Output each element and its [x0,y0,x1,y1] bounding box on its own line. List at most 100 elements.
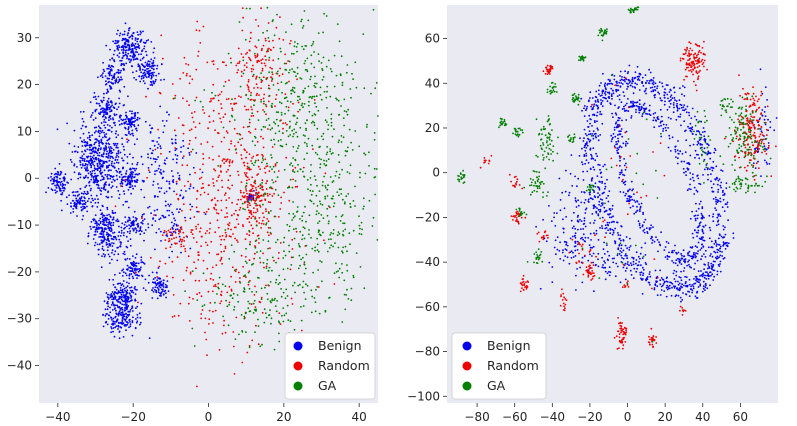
data-point [182,145,185,148]
data-point [231,266,234,269]
data-point [602,202,604,205]
data-point [601,216,604,219]
data-point [265,265,268,268]
data-point [123,313,126,316]
data-point [617,232,619,234]
data-point [577,214,579,217]
data-point [94,214,97,217]
data-point [85,141,87,144]
data-point [83,139,85,141]
data-point [268,47,270,50]
data-point [299,283,301,286]
data-point [217,189,220,192]
data-point [165,247,167,250]
data-point [374,176,377,178]
data-point [219,235,221,238]
data-point [181,157,184,159]
data-point [330,124,333,127]
data-point [243,69,246,71]
data-point [73,204,76,207]
data-point [104,121,107,124]
data-point [115,220,117,222]
data-point [220,140,223,143]
data-point [132,56,135,59]
data-point [108,234,110,237]
data-point [226,158,229,161]
data-point [71,151,74,153]
data-point [102,96,105,99]
data-point [83,177,86,180]
data-point [112,149,115,151]
data-point [272,46,275,49]
data-point [221,283,224,286]
data-point [266,262,268,265]
data-point [754,147,756,150]
data-point [329,206,331,209]
data-point [133,176,135,179]
data-point [250,303,253,305]
data-point [675,274,678,277]
data-point [106,150,109,153]
data-point [118,89,121,92]
data-point [726,206,729,208]
data-point [323,175,325,178]
data-point [111,102,113,104]
data-point [317,53,320,55]
data-point [108,106,110,109]
data-point [106,173,109,176]
data-point [761,114,764,117]
data-point [252,194,255,196]
data-point [45,191,47,194]
data-point [102,61,104,64]
data-point [121,178,123,181]
data-point [148,205,151,208]
data-point [315,213,318,216]
data-point [132,117,135,120]
data-point [342,136,345,139]
data-point [171,234,174,237]
data-point [611,204,614,207]
data-point [227,186,229,189]
data-point [254,240,257,243]
data-point [691,107,694,110]
data-point [224,113,227,116]
data-point [200,295,203,298]
data-point [227,223,229,226]
data-point [760,175,762,178]
data-point [132,134,135,137]
data-point [281,314,283,317]
data-point [102,178,105,181]
data-point [290,23,293,26]
data-point [187,63,190,66]
data-point [277,124,280,127]
data-point [259,257,261,259]
data-point [248,229,251,232]
data-point [128,27,131,29]
data-point [131,269,134,271]
data-point [247,108,250,111]
data-point [103,300,106,303]
data-point [270,322,272,325]
data-point [314,86,317,89]
data-point [86,163,89,166]
data-point [220,238,223,241]
data-point [134,299,137,302]
data-point [697,130,700,132]
data-point [103,149,106,151]
data-point [642,85,645,87]
data-point [285,105,288,108]
data-point [120,64,123,67]
data-point [101,236,104,238]
data-point [131,65,134,68]
data-point [131,310,134,312]
data-point [210,100,213,102]
data-point [608,254,611,257]
data-point [97,131,100,134]
data-point [724,226,726,229]
data-point [172,231,175,233]
data-point [116,218,119,221]
data-point [94,142,96,144]
data-point [613,78,616,81]
data-point [314,249,316,252]
data-point [341,168,343,171]
